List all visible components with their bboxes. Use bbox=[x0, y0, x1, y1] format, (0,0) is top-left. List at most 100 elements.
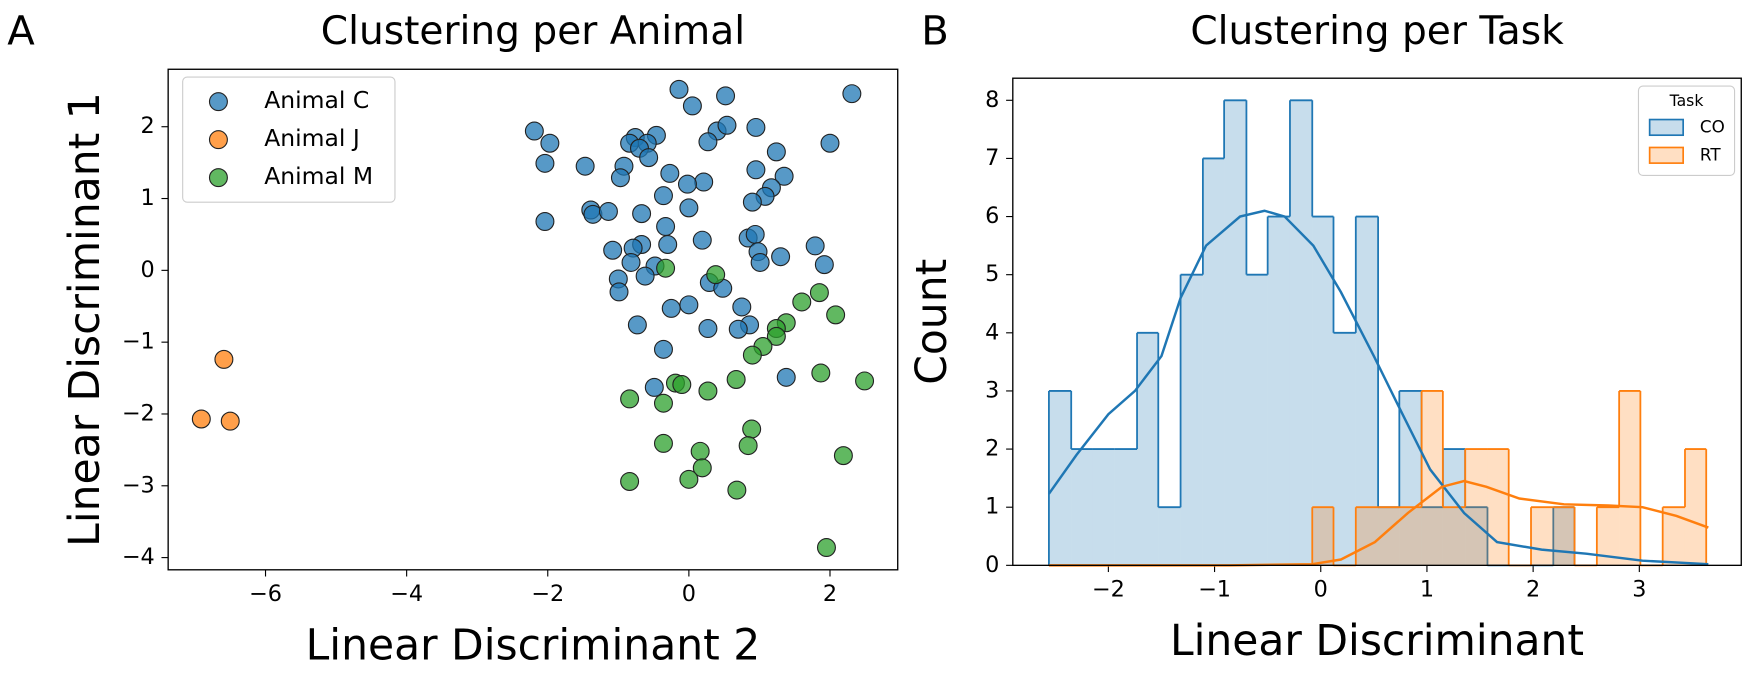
point bbox=[656, 217, 676, 237]
bar bbox=[1378, 507, 1400, 566]
y-tick-label: −2 bbox=[122, 400, 155, 426]
point bbox=[771, 247, 791, 267]
point bbox=[690, 441, 710, 461]
bar bbox=[1465, 449, 1488, 566]
y-axis-label: Count bbox=[908, 259, 957, 385]
point bbox=[842, 84, 862, 104]
y-tick-label: 8 bbox=[985, 87, 999, 113]
legend-box bbox=[182, 76, 396, 203]
point bbox=[677, 174, 697, 194]
y-tick-label: 5 bbox=[985, 261, 999, 287]
point bbox=[620, 471, 640, 491]
point bbox=[816, 538, 836, 558]
x-tick-label: 2 bbox=[823, 581, 837, 607]
point bbox=[792, 292, 812, 312]
point bbox=[660, 163, 680, 183]
point bbox=[727, 480, 747, 500]
x-tick-label: 0 bbox=[682, 581, 696, 607]
panel-letter: B bbox=[921, 9, 949, 55]
point bbox=[742, 192, 762, 212]
point bbox=[620, 389, 640, 409]
point bbox=[609, 282, 629, 302]
bar bbox=[1202, 158, 1225, 566]
point bbox=[833, 446, 853, 466]
point bbox=[805, 236, 825, 256]
point bbox=[745, 224, 765, 244]
point bbox=[603, 240, 623, 260]
bar bbox=[1399, 507, 1422, 566]
x-tick-label: −1 bbox=[1198, 576, 1231, 602]
bar bbox=[1442, 507, 1466, 566]
point bbox=[746, 160, 766, 180]
point bbox=[855, 371, 875, 391]
point bbox=[621, 252, 641, 272]
point bbox=[672, 375, 692, 395]
legend-box bbox=[1637, 85, 1736, 176]
y-tick-label: −4 bbox=[122, 544, 155, 570]
point bbox=[820, 133, 840, 153]
point bbox=[639, 148, 659, 168]
point bbox=[746, 117, 766, 137]
bar bbox=[1224, 100, 1247, 566]
point bbox=[535, 153, 555, 173]
point bbox=[682, 96, 702, 116]
legend-marker bbox=[208, 130, 228, 150]
x-tick-label: −2 bbox=[531, 581, 564, 607]
point bbox=[706, 265, 726, 285]
x-tick-label: 2 bbox=[1526, 576, 1540, 602]
x-axis-label: Linear Discriminant 2 bbox=[306, 622, 761, 671]
point bbox=[632, 204, 652, 224]
point bbox=[698, 319, 718, 339]
legend-label: Animal J bbox=[264, 124, 360, 152]
y-tick-label: 7 bbox=[985, 145, 999, 171]
x-tick-label: 1 bbox=[1420, 576, 1434, 602]
point bbox=[742, 419, 762, 439]
legend-marker bbox=[208, 92, 228, 112]
bar bbox=[1378, 507, 1400, 566]
point bbox=[644, 377, 664, 397]
bar bbox=[1267, 216, 1290, 566]
point bbox=[598, 201, 618, 221]
point bbox=[635, 266, 655, 286]
x-tick-label: −4 bbox=[390, 581, 423, 607]
y-tick-label: 2 bbox=[985, 436, 999, 462]
bar bbox=[1180, 274, 1203, 566]
y-tick-label: 3 bbox=[985, 377, 999, 403]
panel: B Clustering per Task Linear Discriminant C… bbox=[908, 9, 1742, 666]
point bbox=[658, 234, 678, 254]
y-tick-label: 2 bbox=[141, 113, 155, 139]
point bbox=[214, 349, 234, 369]
bar bbox=[1619, 390, 1641, 566]
legend-label: Animal M bbox=[264, 162, 373, 190]
legend-label: CO bbox=[1700, 116, 1725, 136]
point bbox=[535, 212, 555, 232]
y-tick-label: 1 bbox=[985, 494, 999, 520]
point bbox=[540, 133, 560, 153]
bar bbox=[1312, 507, 1334, 566]
point bbox=[814, 255, 834, 275]
point bbox=[692, 458, 712, 478]
point bbox=[698, 132, 718, 152]
bar bbox=[1465, 507, 1488, 566]
y-tick-label: 0 bbox=[985, 552, 999, 578]
y-axis-label: Linear Discriminant 1 bbox=[61, 92, 110, 547]
point bbox=[811, 363, 831, 383]
kde-line bbox=[1047, 209, 1709, 566]
legend-label: Animal C bbox=[264, 86, 369, 114]
bar bbox=[1662, 507, 1685, 566]
chart-title: Clustering per Task bbox=[1190, 9, 1564, 54]
x-tick-label: 0 bbox=[1314, 576, 1328, 602]
bar bbox=[1355, 216, 1379, 566]
point bbox=[220, 411, 240, 431]
panel: A Clustering per Animal Linear Discriminan… bbox=[7, 9, 899, 671]
legend-marker bbox=[208, 168, 228, 188]
point bbox=[766, 142, 786, 162]
panel-letter: A bbox=[7, 9, 35, 55]
bar bbox=[1114, 449, 1138, 566]
point bbox=[656, 258, 676, 278]
y-tick-label: 6 bbox=[985, 203, 999, 229]
bar bbox=[1071, 449, 1093, 566]
bar bbox=[1333, 332, 1356, 566]
legend-patch bbox=[1648, 118, 1685, 137]
